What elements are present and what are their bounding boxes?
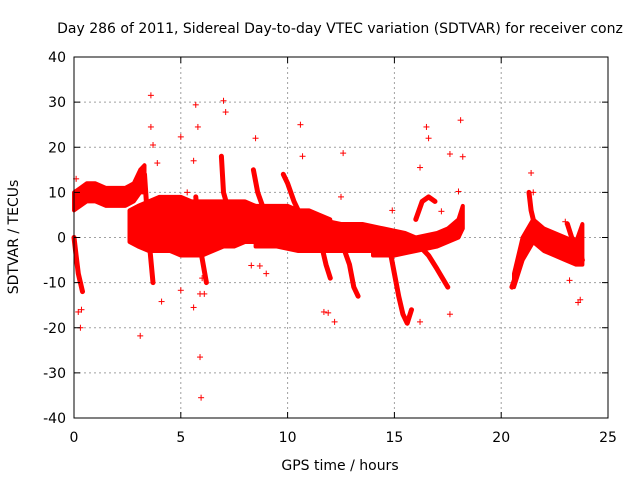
data-point xyxy=(423,123,430,130)
y-tick-label: -10 xyxy=(43,276,66,292)
data-point xyxy=(340,150,347,157)
chart-title: Day 286 of 2011, Sidereal Day-to-day VTE… xyxy=(57,21,623,37)
data-point xyxy=(457,117,464,124)
data-point xyxy=(248,262,255,269)
data-point xyxy=(190,304,197,311)
data-point xyxy=(222,109,229,116)
data-arc-arc-4 xyxy=(218,153,239,227)
y-tick-label: -30 xyxy=(43,366,66,382)
data-arc-arc-12 xyxy=(509,226,534,290)
data-point xyxy=(575,299,582,306)
data-point xyxy=(78,306,85,313)
data-point xyxy=(147,123,154,130)
data-point xyxy=(75,308,82,315)
y-axis-label: SDTVAR / TECUs xyxy=(6,180,22,295)
data-point xyxy=(190,157,197,164)
data-point xyxy=(177,287,184,294)
data-arc-arc-11 xyxy=(417,244,451,290)
x-tick-label: 15 xyxy=(385,430,403,446)
data-band-track-e xyxy=(512,217,585,290)
data-arc-arc-2 xyxy=(142,171,156,286)
y-tick-label: 0 xyxy=(57,231,66,247)
axis-ticks: 0 5 10 15 20 25 -40 -30 -20 -10 0 10 20 30 40 xyxy=(43,50,617,446)
data-arc-arc-13 xyxy=(526,189,545,240)
data-point xyxy=(530,189,537,196)
data-point xyxy=(201,290,208,297)
data-arc-arc-5 xyxy=(250,167,273,222)
data-point xyxy=(154,160,161,167)
data-point xyxy=(297,121,304,128)
y-tick-label: -20 xyxy=(43,321,66,337)
data-point xyxy=(220,97,227,104)
y-tick-label: 30 xyxy=(48,95,66,111)
x-tick-label: 5 xyxy=(176,430,185,446)
data-point xyxy=(252,135,259,142)
data-point xyxy=(338,193,344,200)
data-point xyxy=(425,135,432,142)
data-point xyxy=(566,277,573,284)
x-tick-label: 25 xyxy=(599,430,617,446)
y-tick-label: 10 xyxy=(48,185,66,201)
y-tick-label: 40 xyxy=(48,50,66,66)
data-point xyxy=(263,270,270,277)
data-point xyxy=(459,153,466,160)
y-tick-label: -40 xyxy=(43,411,66,427)
data-point xyxy=(417,164,424,171)
data-points xyxy=(71,92,585,401)
data-point xyxy=(150,141,157,148)
y-tick-label: 20 xyxy=(48,140,66,156)
data-point xyxy=(320,308,327,315)
data-band-track-d xyxy=(371,203,465,258)
data-point xyxy=(455,188,462,195)
data-point xyxy=(256,262,263,269)
data-point xyxy=(325,309,332,316)
data-point xyxy=(158,298,165,305)
data-point xyxy=(389,207,396,214)
data-point xyxy=(528,169,535,176)
data-point xyxy=(192,101,199,108)
x-tick-label: 0 xyxy=(70,430,79,446)
data-point xyxy=(137,332,144,339)
data-point xyxy=(177,133,184,140)
data-point xyxy=(331,318,338,325)
data-point xyxy=(199,275,206,282)
data-arc-arc-8 xyxy=(340,244,361,299)
data-arc-arc-6 xyxy=(280,171,303,218)
data-point xyxy=(562,218,569,225)
x-axis-label: GPS time / hours xyxy=(281,458,398,474)
data-arc-arc-3 xyxy=(193,194,209,286)
data-arc-arc-1 xyxy=(71,235,85,295)
data-arc-arc-9 xyxy=(387,248,414,326)
x-tick-label: 20 xyxy=(492,430,510,446)
data-point xyxy=(194,123,201,130)
data-arc-arc-14 xyxy=(564,221,585,263)
data-point xyxy=(417,318,424,325)
data-point xyxy=(446,311,453,318)
data-point xyxy=(446,151,453,158)
data-arc-arc-7 xyxy=(319,244,333,281)
data-point xyxy=(438,208,445,215)
data-point xyxy=(299,153,306,160)
data-point xyxy=(147,92,154,99)
data-arc-arc-10 xyxy=(413,194,438,222)
data-point xyxy=(197,354,204,361)
data-point xyxy=(198,394,205,401)
x-tick-label: 10 xyxy=(279,430,297,446)
data-point xyxy=(184,189,191,196)
